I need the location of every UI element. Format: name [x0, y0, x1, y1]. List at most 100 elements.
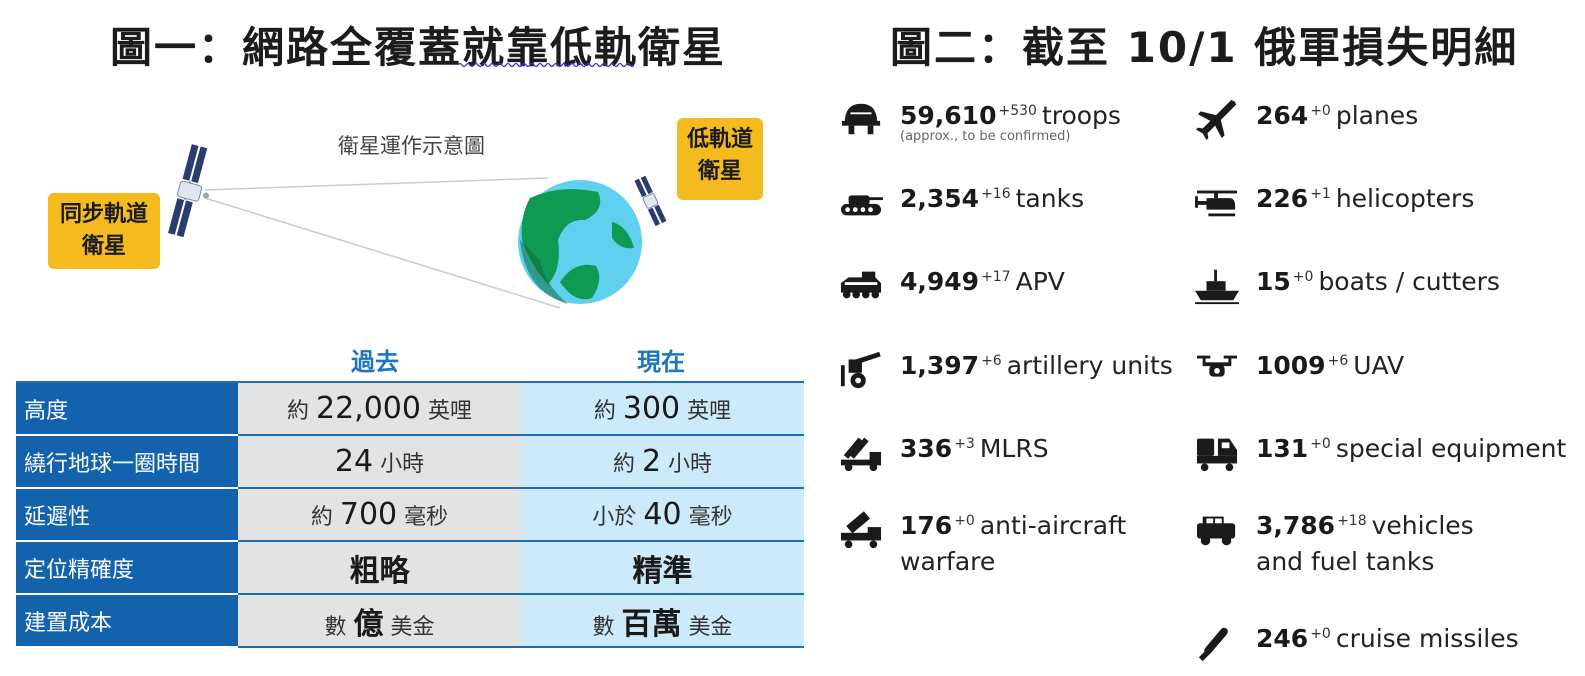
comparison-table: 高度約 22,000 英哩約 300 英哩 繞行地球一圈時間 24 小時約 2 小…	[16, 381, 804, 648]
past-value: 22,000	[316, 391, 421, 426]
row-label: 延遲性	[16, 488, 238, 542]
now-unit: 美金	[688, 614, 733, 640]
loss-count: 4,949	[900, 267, 980, 296]
now-value: 精準	[632, 553, 693, 589]
drone-icon	[1196, 355, 1238, 377]
loss-label: cruise missiles	[1335, 624, 1519, 653]
loss-text: 131 +0 special equipment	[1256, 431, 1566, 467]
leo-satellite-icon	[634, 175, 667, 227]
loss-item: 264 +0 planes	[1192, 98, 1418, 140]
now-unit: 小時	[668, 452, 713, 477]
loss-item: 131 +0 special equipment	[1192, 431, 1566, 473]
loss-text: 2,354 +16 tanks	[900, 181, 1084, 217]
loss-count: 1009	[1256, 351, 1326, 380]
past-unit: 英哩	[427, 399, 472, 424]
now-prefix: 約	[593, 399, 616, 424]
loss-delta: +1	[1310, 185, 1331, 202]
loss-count: 3,786	[1256, 511, 1336, 540]
loss-text: 4,949 +17 APV	[900, 264, 1065, 300]
past-value: 24	[334, 444, 374, 479]
past-cell: 數 億 美金	[238, 594, 521, 648]
missile-icon	[1198, 627, 1228, 662]
loss-text: 3,786 +18 vehicles and fuel tanks	[1256, 508, 1474, 580]
loss-count: 226	[1256, 184, 1309, 213]
row-label: 定位精確度	[16, 541, 238, 595]
table-row: 延遲性約 700 毫秒 小於 40 毫秒	[16, 488, 804, 542]
past-prefix: 約	[286, 399, 309, 424]
loss-delta: +0	[954, 512, 975, 529]
now-prefix: 小於	[592, 505, 637, 530]
loss-item: 2,354 +16 tanks	[836, 181, 1084, 223]
loss-label: anti-aircraft	[979, 511, 1127, 540]
anti-aircraft-icon	[840, 511, 882, 549]
leo-label-line2: 衛星	[697, 159, 742, 184]
now-cell: 精準	[521, 541, 804, 595]
row-label: 繞行地球一圈時間	[16, 435, 238, 489]
loss-label: UAV	[1353, 351, 1405, 380]
loss-delta: +530	[998, 102, 1037, 119]
mlrs-icon	[840, 437, 882, 472]
loss-item: 15 +0 boats / cutters	[1192, 264, 1500, 306]
now-prefix: 約	[612, 452, 635, 477]
loss-item: 1,397 +6 artillery units	[836, 348, 1173, 390]
tank-icon	[840, 195, 883, 216]
loss-label-line2: warfare	[900, 547, 996, 576]
diagram-graphics	[168, 144, 667, 309]
leo-label-line1: 低軌道	[686, 127, 753, 152]
boat-icon	[1195, 269, 1239, 305]
now-cell: 約 2 小時	[521, 435, 804, 489]
past-value: 億	[353, 606, 384, 642]
now-value: 百萬	[621, 606, 682, 642]
loss-count: 131	[1256, 434, 1309, 463]
loss-label: vehicles	[1371, 511, 1474, 540]
past-unit: 美金	[390, 614, 435, 640]
apv-icon	[840, 271, 882, 299]
helmet-icon	[841, 103, 881, 135]
past-prefix: 約	[310, 505, 333, 530]
earth-icon	[518, 180, 642, 304]
loss-label-line2: and fuel tanks	[1256, 547, 1435, 576]
table-row: 繞行地球一圈時間 24 小時約 2 小時	[16, 435, 804, 489]
now-prefix: 數	[592, 614, 615, 640]
geo-label-line1: 同步軌道	[59, 202, 148, 227]
loss-count: 15	[1256, 267, 1291, 296]
loss-label: artillery units	[1006, 351, 1173, 380]
geo-satellite-label: 同步軌道 衛星	[48, 193, 160, 269]
loss-label: special equipment	[1335, 434, 1567, 463]
leo-satellite-label: 低軌道 衛星	[677, 118, 763, 200]
column-header-past: 過去	[351, 348, 399, 376]
past-cell: 粗略	[238, 541, 521, 595]
loss-label: boats / cutters	[1318, 267, 1500, 296]
loss-delta: +0	[1292, 268, 1314, 285]
spellcheck-underline	[458, 62, 634, 68]
vehicle-icon	[1196, 516, 1236, 546]
loss-delta: +17	[981, 268, 1011, 285]
loss-delta: +6	[981, 352, 1002, 369]
loss-label: planes	[1335, 101, 1419, 130]
table-row: 高度約 22,000 英哩約 300 英哩	[16, 381, 804, 436]
loss-delta: +0	[1310, 435, 1331, 452]
table-row: 定位精確度 粗略 精準	[16, 541, 804, 595]
loss-text: 226 +1 helicopters	[1256, 181, 1474, 217]
plane-icon	[1196, 99, 1237, 140]
loss-count: 2,354	[900, 184, 980, 213]
now-cell: 數 百萬 美金	[521, 594, 804, 648]
past-unit: 毫秒	[404, 505, 449, 530]
loss-delta: +0	[1310, 625, 1331, 642]
loss-label: APV	[1015, 267, 1065, 296]
past-cell: 約 700 毫秒	[238, 488, 521, 542]
past-cell: 24 小時	[238, 435, 521, 489]
now-cell: 約 300 英哩	[521, 381, 804, 436]
loss-delta: +3	[954, 435, 975, 452]
past-value: 700	[339, 497, 398, 532]
loss-item: 246 +0 cruise missiles	[1192, 621, 1519, 663]
loss-delta: +18	[1337, 512, 1367, 529]
loss-text: 59,610 +530 troops (approx., to be confirme…	[900, 98, 1121, 144]
loss-count: 176	[900, 511, 953, 540]
loss-delta: +6	[1327, 352, 1349, 369]
past-prefix: 數	[324, 614, 347, 640]
loss-item: 336 +3 MLRS	[836, 431, 1049, 473]
loss-count: 59,610	[900, 101, 997, 130]
now-value: 40	[643, 497, 682, 532]
past-cell: 約 22,000 英哩	[238, 381, 521, 436]
